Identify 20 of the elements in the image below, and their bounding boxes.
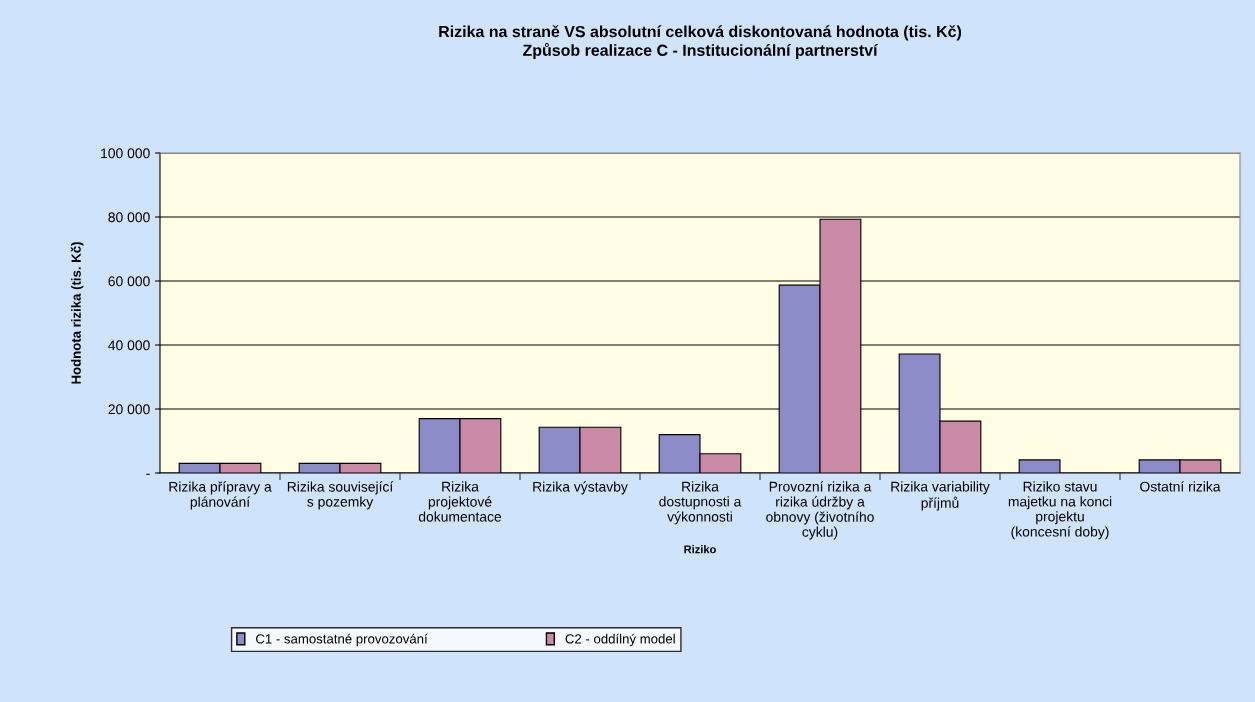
y-axis-title: Hodnota rizika (tis. Kč) xyxy=(70,242,84,384)
legend-label: C2 - oddílný model xyxy=(565,633,675,647)
x-axis-title: Riziko xyxy=(684,545,716,554)
x-tick-label: Riziko stavu majetku na konci projektu (koncesní doby) xyxy=(1008,481,1112,540)
y-tick-label: 60 000 xyxy=(108,276,150,287)
y-tick-label: 80 000 xyxy=(108,212,150,223)
x-tick-label: Rizika variability příjmů xyxy=(891,481,990,511)
y-tick-label: - xyxy=(146,473,150,475)
y-tick-label: 100 000 xyxy=(101,148,150,159)
x-tick-label: Provozní rizika a rizika údržby a obnovy (životního cyklu) xyxy=(766,481,874,540)
chart-title: Rizika na straně VS absolutní celková diskontovaná hodnota (tis. Kč) Způsob realizace C - Institucionální partnerství xyxy=(439,25,962,60)
y-tick-label: 20 000 xyxy=(108,404,150,415)
x-tick-label: Rizika projektové dokumentace xyxy=(418,481,502,522)
y-tick-label: 40 000 xyxy=(108,340,150,351)
x-tick-label: Ostatní rizika xyxy=(1140,481,1221,492)
legend-label: C1 - samostatné provozování xyxy=(256,633,428,647)
x-tick-label: Rizika dostupnosti a výkonnosti xyxy=(659,481,742,525)
x-tick-label: Rizika přípravy a plánování xyxy=(169,481,272,510)
x-tick-label: Rizika související s pozemky xyxy=(287,481,394,510)
x-tick-label: Rizika výstavby xyxy=(533,481,628,495)
